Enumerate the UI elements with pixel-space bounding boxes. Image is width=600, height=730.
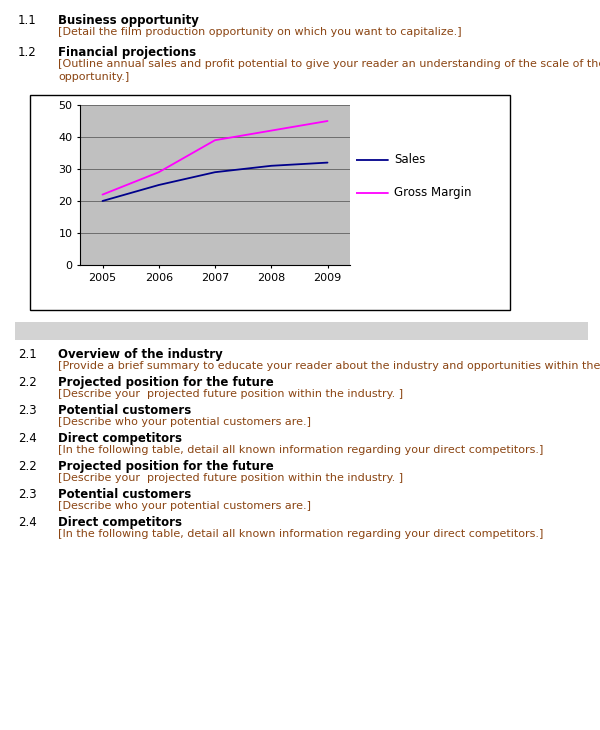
Text: Film Industry Environment: Film Industry Environment xyxy=(58,325,234,338)
Text: [In the following table, detail all known information regarding your direct comp: [In the following table, detail all know… xyxy=(58,529,544,539)
Text: 2.4: 2.4 xyxy=(18,432,37,445)
Text: [Provide a brief summary to educate your reader about the industry and opportuni: [Provide a brief summary to educate your… xyxy=(58,361,600,371)
Text: 2.3: 2.3 xyxy=(18,488,37,501)
Text: Direct competitors: Direct competitors xyxy=(58,516,182,529)
Text: 1.2: 1.2 xyxy=(18,46,37,59)
Text: Projected position for the future: Projected position for the future xyxy=(58,376,274,389)
Text: 2.1: 2.1 xyxy=(18,348,37,361)
Text: Direct competitors: Direct competitors xyxy=(58,432,182,445)
Text: Projected position for the future: Projected position for the future xyxy=(58,460,274,473)
Text: 2.3: 2.3 xyxy=(18,404,37,417)
Text: 1.1: 1.1 xyxy=(18,14,37,27)
Text: opportunity.]: opportunity.] xyxy=(58,72,129,82)
Text: [Describe your  projected future position within the industry. ]: [Describe your projected future position… xyxy=(58,473,403,483)
Text: [Describe who your potential customers are.]: [Describe who your potential customers a… xyxy=(58,501,311,511)
Text: 2.2: 2.2 xyxy=(18,376,37,389)
Text: Potential customers: Potential customers xyxy=(58,404,191,417)
Text: [In the following table, detail all known information regarding your direct comp: [In the following table, detail all know… xyxy=(58,445,544,455)
Text: Business opportunity: Business opportunity xyxy=(58,14,199,27)
Text: [Describe your  projected future position within the industry. ]: [Describe your projected future position… xyxy=(58,389,403,399)
Text: Overview of the industry: Overview of the industry xyxy=(58,348,223,361)
Text: [Detail the film production opportunity on which you want to capitalize.]: [Detail the film production opportunity … xyxy=(58,27,461,37)
Text: [Describe who your potential customers are.]: [Describe who your potential customers a… xyxy=(58,417,311,427)
Text: Sales: Sales xyxy=(394,153,425,166)
Text: 2: 2 xyxy=(18,325,26,338)
Text: 2.4: 2.4 xyxy=(18,516,37,529)
Text: 2.2: 2.2 xyxy=(18,460,37,473)
Text: Gross Margin: Gross Margin xyxy=(394,186,472,199)
Text: [Outline annual sales and profit potential to give your reader an understanding : [Outline annual sales and profit potenti… xyxy=(58,59,600,69)
Text: Potential customers: Potential customers xyxy=(58,488,191,501)
Text: Financial projections: Financial projections xyxy=(58,46,196,59)
